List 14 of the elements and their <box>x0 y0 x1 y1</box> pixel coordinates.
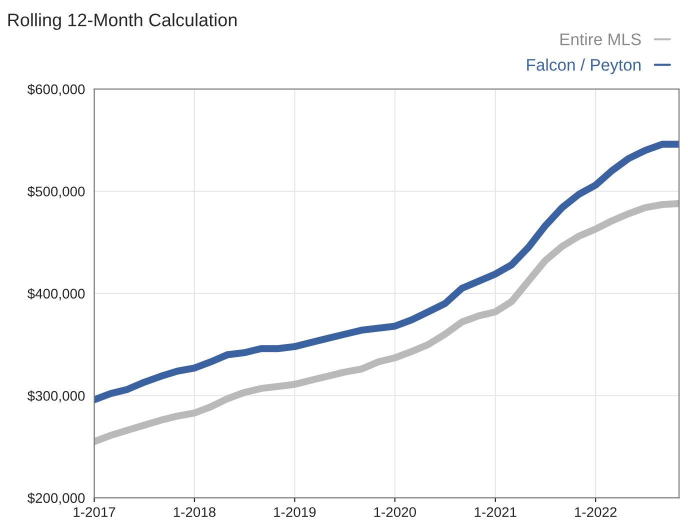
x-tick-label: 1-2020 <box>374 507 416 518</box>
legend-label: Entire MLS <box>560 33 641 46</box>
x-tick-label: 1-2019 <box>274 507 316 518</box>
y-tick-label: $400,000 <box>27 288 85 300</box>
chart-title: Rolling 12-Month Calculation <box>8 13 237 30</box>
y-tick-label: $600,000 <box>27 84 85 96</box>
y-tick-label: $200,000 <box>27 492 85 505</box>
y-tick-label: $300,000 <box>27 390 85 402</box>
x-tick-label: 1-2022 <box>575 507 617 518</box>
legend-label: Falcon / Peyton <box>527 58 640 74</box>
x-tick-label: 1-2017 <box>74 507 116 518</box>
x-tick-label: 1-2021 <box>474 507 516 518</box>
y-tick-label: $500,000 <box>27 186 85 198</box>
x-tick-label: 1-2018 <box>174 507 216 518</box>
